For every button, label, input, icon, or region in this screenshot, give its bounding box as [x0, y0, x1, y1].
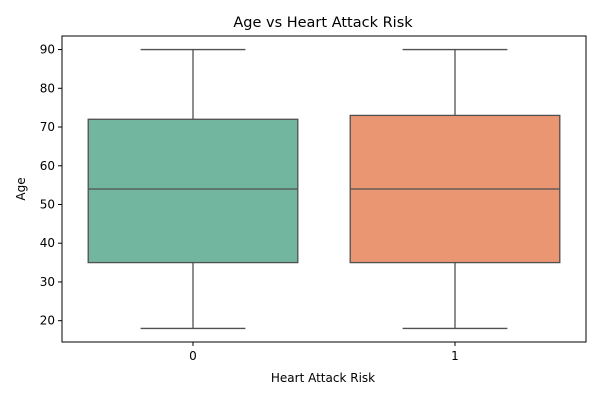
- y-tick-label: 50: [40, 197, 55, 211]
- chart-title: Age vs Heart Attack Risk: [233, 15, 413, 31]
- box-group-0: [87, 48, 299, 330]
- y-tick-label: 90: [40, 43, 55, 57]
- y-tick-label: 30: [40, 275, 55, 289]
- y-tick-label: 80: [40, 81, 55, 95]
- plot-area: [87, 48, 561, 330]
- y-tick-label: 60: [40, 159, 55, 173]
- y-axis-title: Age: [14, 177, 28, 200]
- x-axis-title: Heart Attack Risk: [271, 371, 375, 385]
- y-tick-label: 20: [40, 314, 55, 328]
- iqr-box: [87, 118, 299, 264]
- x-tick-label: 0: [189, 349, 197, 363]
- y-tick-label: 70: [40, 120, 55, 134]
- box-group-1: [349, 48, 561, 330]
- y-axis: 20 30 40 50 60 70 80 90: [40, 43, 62, 328]
- y-tick-label: 40: [40, 236, 55, 250]
- plot-frame: [61, 35, 587, 343]
- x-tick-label: 1: [451, 349, 459, 363]
